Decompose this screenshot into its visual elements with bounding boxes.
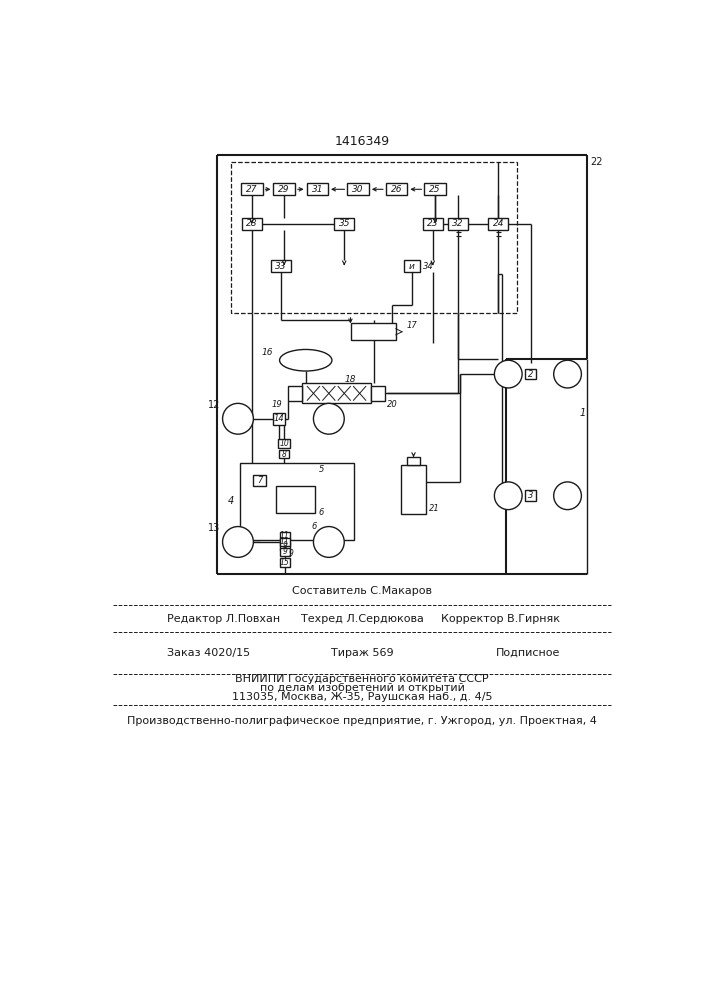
Bar — [273, 413, 284, 425]
Bar — [252, 475, 267, 486]
Circle shape — [313, 527, 344, 557]
Circle shape — [494, 482, 522, 510]
Text: 31: 31 — [312, 185, 323, 194]
Text: 1: 1 — [579, 408, 585, 418]
Bar — [241, 183, 262, 195]
Bar — [279, 439, 290, 448]
Bar — [240, 463, 354, 540]
Text: 2: 2 — [528, 370, 533, 379]
Text: 28: 28 — [246, 219, 257, 228]
Text: 30: 30 — [352, 185, 364, 194]
Text: 26: 26 — [391, 185, 402, 194]
Bar — [279, 538, 291, 546]
Text: 25: 25 — [429, 185, 441, 194]
Text: 23: 23 — [427, 219, 438, 228]
Text: 24: 24 — [493, 219, 504, 228]
Text: 6: 6 — [312, 522, 317, 531]
Text: 10: 10 — [279, 439, 289, 448]
Circle shape — [223, 403, 253, 434]
Text: 5: 5 — [319, 465, 325, 474]
Text: 9: 9 — [288, 549, 293, 558]
Circle shape — [554, 482, 581, 510]
Bar — [281, 542, 290, 550]
Text: 19: 19 — [272, 400, 283, 409]
Text: 22: 22 — [590, 157, 603, 167]
Text: 11: 11 — [280, 531, 290, 540]
Bar — [302, 383, 371, 403]
Bar — [307, 183, 328, 195]
Text: 17: 17 — [407, 321, 417, 330]
Text: 16: 16 — [262, 348, 274, 357]
Bar — [525, 369, 536, 379]
Bar — [404, 260, 420, 272]
Bar — [271, 260, 291, 272]
Text: 11: 11 — [280, 537, 290, 546]
Text: 29: 29 — [279, 185, 290, 194]
Text: 20: 20 — [387, 400, 397, 409]
Bar — [274, 183, 295, 195]
Text: 3: 3 — [528, 491, 533, 500]
Bar — [423, 218, 443, 230]
Bar — [351, 323, 396, 340]
Text: Редактор Л.Повхан: Редактор Л.Повхан — [167, 614, 280, 624]
Text: 4: 4 — [228, 496, 234, 506]
Bar — [371, 386, 385, 401]
Text: 27: 27 — [246, 185, 257, 194]
Text: Корректор В.Гирняк: Корректор В.Гирняк — [441, 614, 560, 624]
Text: 33: 33 — [275, 262, 287, 271]
Bar — [402, 465, 426, 514]
Text: 14: 14 — [274, 414, 284, 423]
Bar — [279, 532, 291, 540]
Bar — [281, 548, 290, 556]
Text: ВНИИПИ Государственного комитета СССР: ВНИИПИ Государственного комитета СССР — [235, 674, 489, 684]
Bar — [386, 183, 407, 195]
Bar — [334, 218, 354, 230]
Text: и: и — [409, 262, 415, 271]
Bar — [231, 162, 518, 312]
Bar — [489, 218, 508, 230]
Bar — [525, 490, 536, 501]
Text: Техред Л.Сердюкова: Техред Л.Сердюкова — [300, 614, 423, 624]
Text: Заказ 4020/15: Заказ 4020/15 — [167, 648, 250, 658]
Ellipse shape — [279, 349, 332, 371]
Text: Тираж 569: Тираж 569 — [331, 648, 393, 658]
Circle shape — [494, 360, 522, 388]
Text: 7: 7 — [257, 476, 262, 485]
Text: 9: 9 — [283, 547, 287, 556]
Text: Подписное: Подписное — [496, 648, 560, 658]
Bar — [279, 558, 291, 567]
Text: 35: 35 — [339, 219, 350, 228]
Bar — [242, 218, 262, 230]
Text: 113035, Москва, Ж-35, Раушская наб., д. 4/5: 113035, Москва, Ж-35, Раушская наб., д. … — [232, 692, 492, 702]
Text: 12: 12 — [208, 400, 221, 410]
Text: 1416349: 1416349 — [334, 135, 390, 148]
Bar — [407, 457, 420, 465]
Text: 21: 21 — [429, 504, 440, 513]
Circle shape — [313, 403, 344, 434]
Text: Составитель С.Макаров: Составитель С.Макаров — [292, 586, 432, 596]
Bar — [288, 386, 302, 401]
Bar — [347, 183, 369, 195]
Text: 6: 6 — [319, 508, 325, 517]
Bar — [448, 218, 468, 230]
Bar — [279, 450, 289, 458]
Circle shape — [554, 360, 581, 388]
Text: 8: 8 — [282, 450, 286, 459]
Text: по делам изобретений и открытий: по делам изобретений и открытий — [259, 683, 464, 693]
Text: 18: 18 — [344, 375, 356, 384]
Text: 13: 13 — [208, 523, 221, 533]
Text: 9: 9 — [283, 541, 287, 550]
Text: Производственно-полиграфическое предприятие, г. Ужгород, ул. Проектная, 4: Производственно-полиграфическое предприя… — [127, 716, 597, 726]
Text: 34: 34 — [423, 262, 433, 271]
Bar — [424, 183, 446, 195]
Circle shape — [223, 527, 253, 557]
Text: 32: 32 — [452, 219, 464, 228]
Bar — [276, 486, 315, 513]
Text: 15: 15 — [280, 558, 290, 567]
